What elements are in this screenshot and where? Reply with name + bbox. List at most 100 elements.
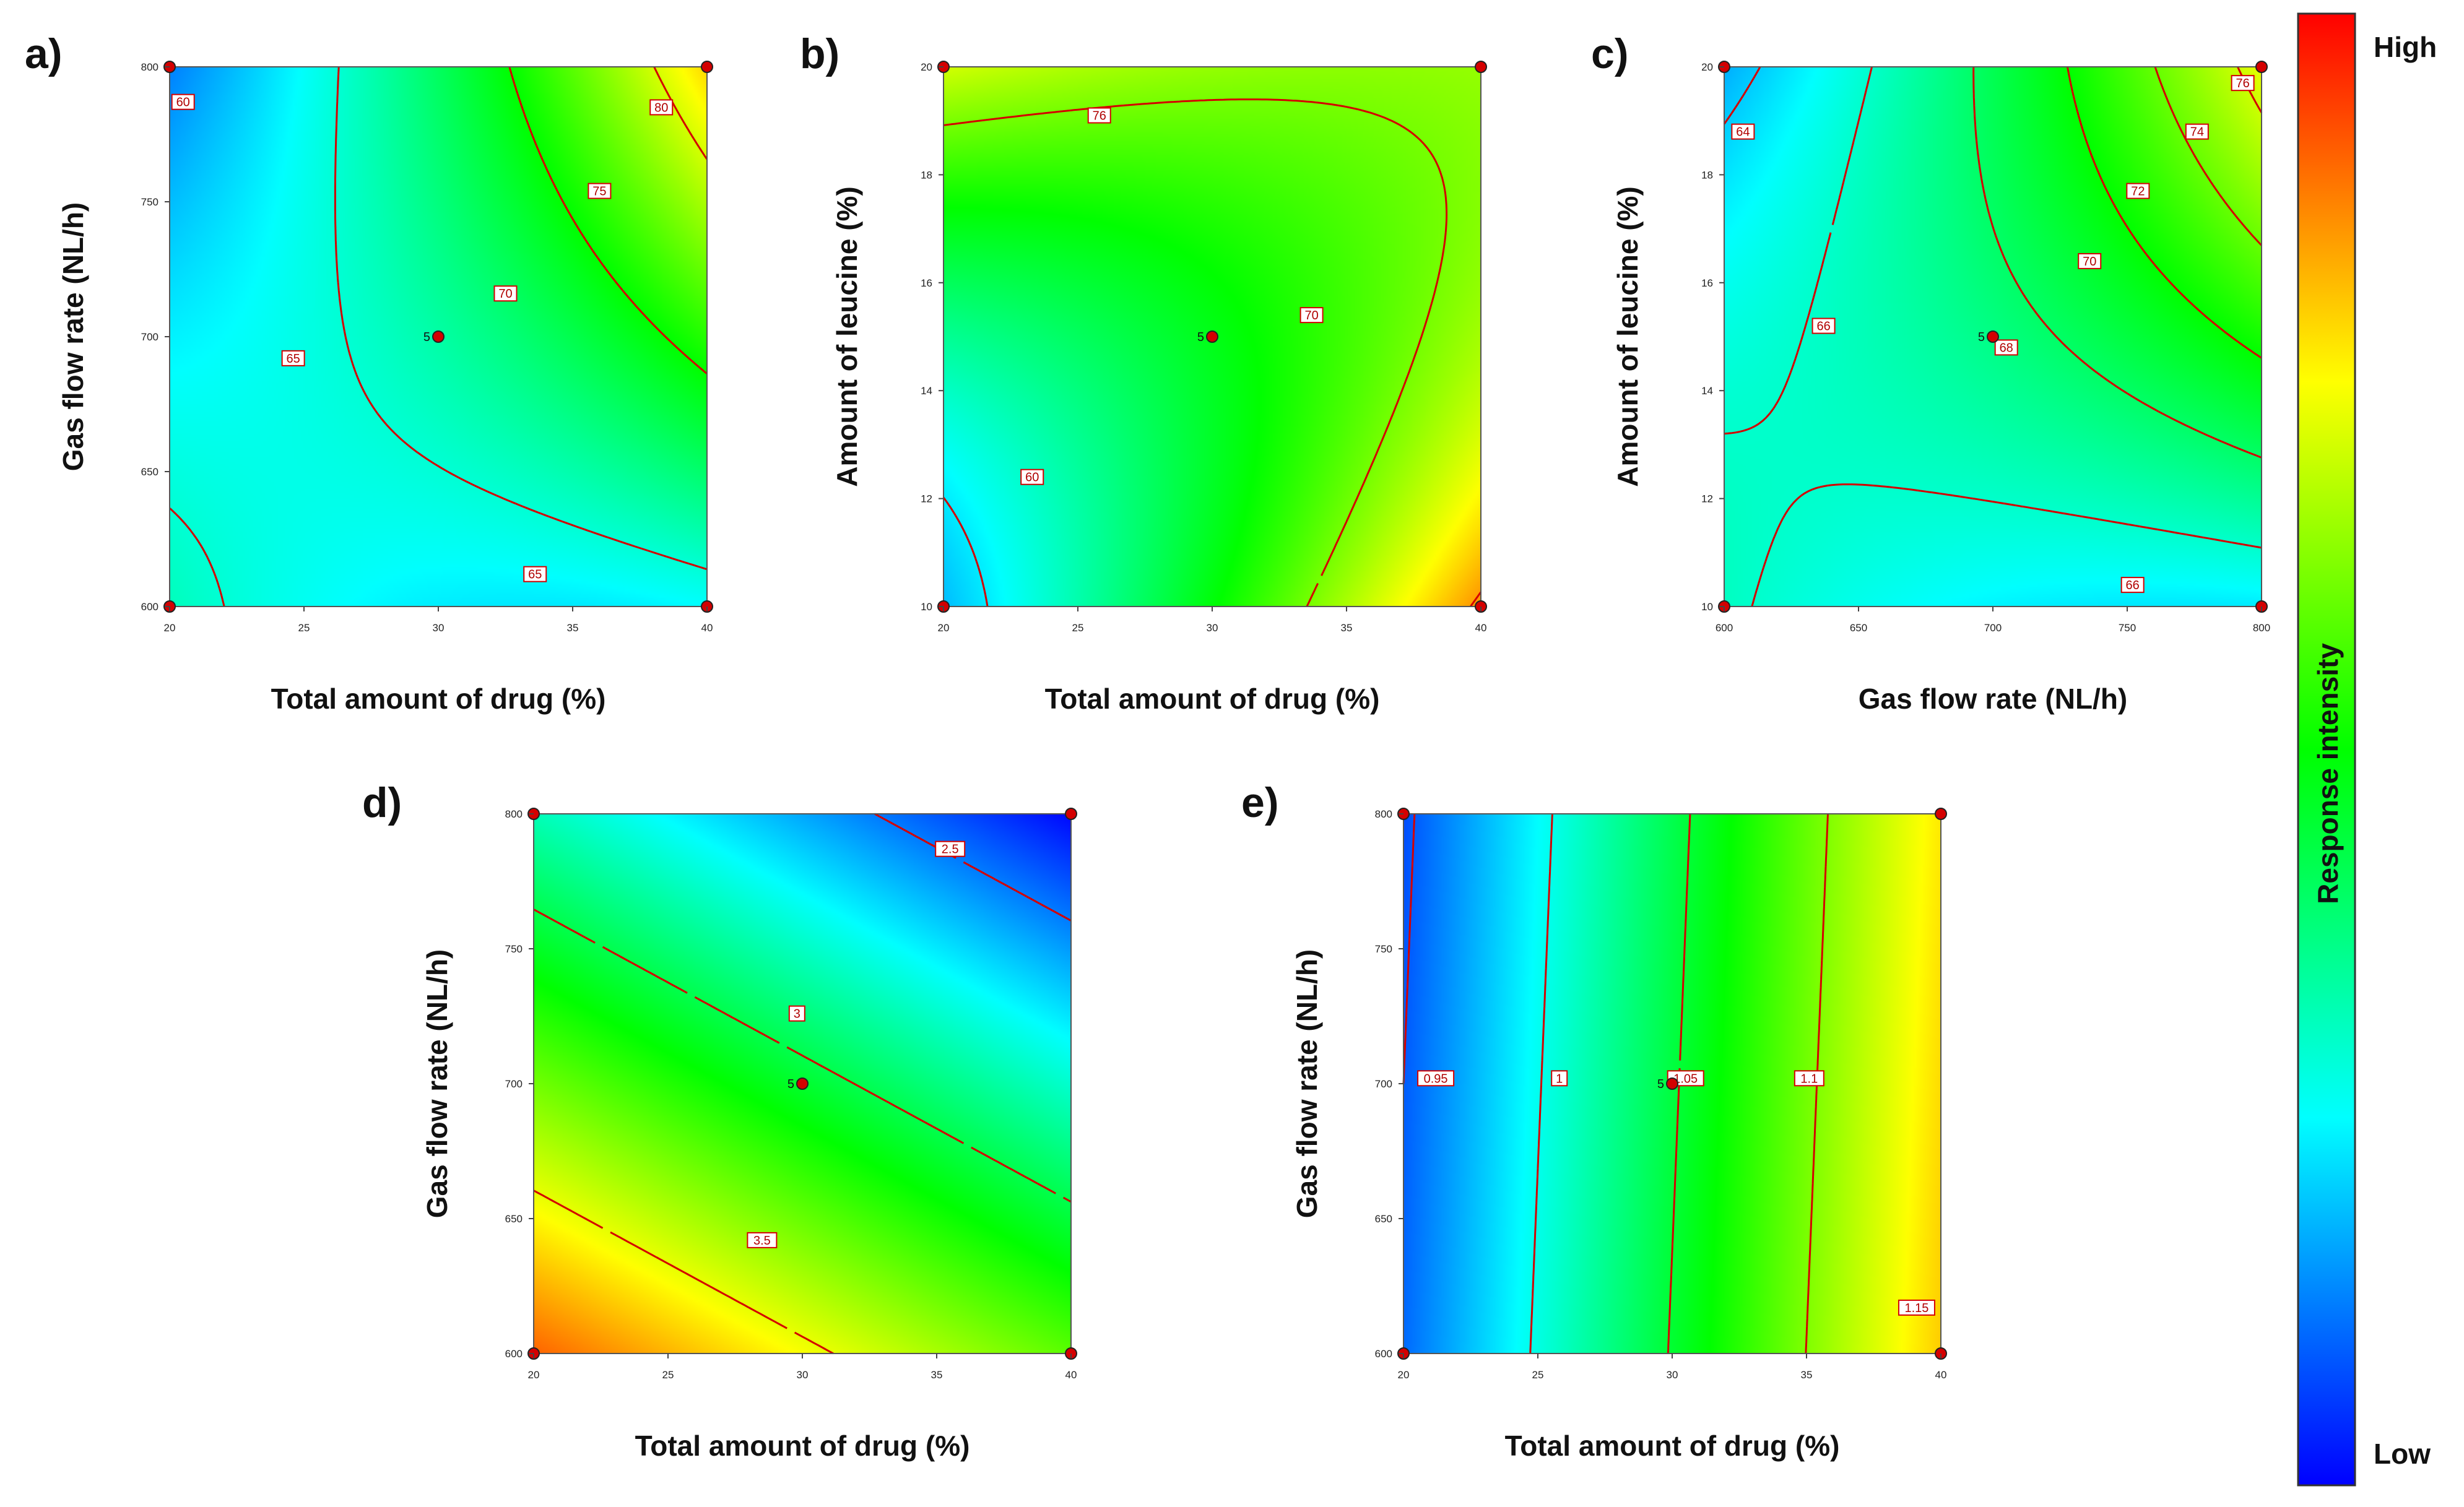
- contour-label-box-c-6: [2185, 123, 2209, 140]
- x-axis-label-b: Total amount of drug (%): [1045, 683, 1380, 715]
- y-tick-label-a-4: 800: [141, 61, 158, 73]
- y-tick-label-c-4: 18: [1701, 169, 1713, 181]
- color-scale-bar: [2297, 12, 2356, 1487]
- chart-panel-b: 60 70 76 5 20 25 30 35 40 10 12 14 16 18 20 Total amoun…: [800, 30, 1487, 715]
- contour-line-c-66: [1724, 66, 2262, 607]
- y-axis-label-e: Gas flow rate (NL/h): [1291, 949, 1323, 1218]
- contour-label-box-c-0: [1731, 123, 1755, 140]
- contour-label-b-1: 70: [1304, 309, 1318, 322]
- design-point-a-3: [701, 61, 713, 73]
- y-tick-label-d-0: 600: [505, 1348, 523, 1360]
- y-tick-label-e-4: 800: [1375, 808, 1392, 820]
- x-tick-label-c-3: 750: [2119, 622, 2136, 634]
- y-axis-label-a: Gas flow rate (NL/h): [57, 202, 89, 471]
- contour-label-c-6: 74: [2190, 126, 2204, 139]
- y-tick-label-b-2: 14: [921, 385, 932, 397]
- x-tick-label-b-1: 25: [1072, 622, 1084, 634]
- x-tick-label-e-0: 20: [1398, 1369, 1410, 1381]
- x-tick-label-b-2: 30: [1207, 622, 1218, 634]
- x-tick-label-c-2: 700: [1984, 622, 2002, 634]
- y-tick-label-e-3: 750: [1375, 943, 1392, 955]
- panel-label-b: b): [800, 30, 839, 77]
- contour-label-box-e-1: [1551, 1070, 1568, 1087]
- y-tick-label-a-1: 650: [141, 466, 158, 478]
- y-tick-label-d-3: 750: [505, 943, 523, 955]
- x-tick-label-e-1: 25: [1532, 1369, 1544, 1381]
- x-tick-label-d-0: 20: [528, 1369, 540, 1381]
- contour-label-c-1: 66: [1816, 320, 1830, 334]
- design-point-d-3: [1065, 808, 1077, 820]
- center-point-e: [1666, 1077, 1678, 1090]
- x-tick-label-b-4: 40: [1475, 622, 1487, 634]
- contour-label-a-2: 65: [528, 568, 542, 582]
- contour-label-box-d-1: [788, 1005, 805, 1022]
- contour-line-c-64: [1723, 66, 1761, 125]
- contour-label-c-2: 66: [2126, 579, 2140, 592]
- contour-label-box-e-0: [1417, 1070, 1455, 1087]
- contour-label-box-a-2: [523, 566, 547, 582]
- color-scale-high-label: High: [2374, 31, 2437, 63]
- contour-label-a-4: 75: [592, 185, 606, 199]
- contour-line-b-76: [1470, 591, 1482, 607]
- center-point-label-b: 5: [1197, 330, 1204, 344]
- contour-label-e-4: 1.15: [1904, 1302, 1928, 1315]
- contour-label-c-4: 70: [2083, 255, 2096, 269]
- x-tick-label-b-3: 35: [1341, 622, 1353, 634]
- contour-line-a-70: [508, 66, 708, 375]
- center-point-b: [1206, 330, 1218, 343]
- contour-line-e-1: [1529, 813, 1553, 1354]
- y-tick-label-e-1: 650: [1375, 1213, 1392, 1225]
- contour-label-c-7: 76: [2236, 77, 2249, 90]
- y-axis-label-b: Amount of leucine (%): [831, 186, 863, 487]
- contour-line-e-1-1: [1805, 813, 1829, 1354]
- contour-label-e-3: 1.1: [1800, 1072, 1818, 1086]
- x-tick-label-c-4: 800: [2253, 622, 2270, 634]
- contour-label-c-3: 68: [2000, 341, 2013, 355]
- contour-label-box-c-4: [2078, 253, 2102, 269]
- contour-line-c-70: [2066, 66, 2262, 359]
- x-tick-label-c-0: 600: [1716, 622, 1733, 634]
- contour-label-box-e-3: [1794, 1070, 1824, 1087]
- y-tick-label-d-2: 700: [505, 1078, 523, 1090]
- x-tick-label-b-0: 20: [938, 622, 950, 634]
- contour-label-d-2: 3.5: [753, 1234, 771, 1248]
- chart-panel-a: 60 65 65 70 75 80 5 20 25 30 35 40 600 650 700 750 800 To…: [25, 30, 713, 715]
- center-point-d: [796, 1077, 809, 1090]
- y-tick-label-d-1: 650: [505, 1213, 523, 1225]
- x-axis-label-c: Gas flow rate (NL/h): [1859, 683, 2127, 715]
- x-tick-label-a-4: 40: [701, 622, 713, 634]
- contour-label-c-0: 64: [1736, 126, 1750, 139]
- contour-label-e-1: 1: [1556, 1072, 1563, 1086]
- contour-label-box-a-5: [649, 99, 674, 116]
- design-point-c-3: [2255, 61, 2268, 73]
- y-tick-label-b-1: 12: [921, 493, 932, 505]
- contour-line-e-1-05: [1667, 813, 1691, 1354]
- contour-line-c-68: [1972, 66, 2262, 459]
- contour-label-box-c-3: [1994, 339, 2018, 356]
- center-point-a: [432, 330, 445, 343]
- y-tick-label-c-5: 20: [1701, 61, 1713, 73]
- design-point-b-3: [1475, 61, 1487, 73]
- contour-label-box-d-2: [747, 1232, 778, 1248]
- x-axis-label-e: Total amount of drug (%): [1505, 1430, 1840, 1462]
- panel-label-c: c): [1591, 30, 1628, 77]
- contour-label-box-a-4: [588, 183, 612, 199]
- x-axis-label-a: Total amount of drug (%): [271, 683, 606, 715]
- contour-label-box-c-2: [2120, 577, 2145, 594]
- contour-label-box-b-0: [1020, 469, 1044, 485]
- contour-label-box-b-1: [1299, 307, 1324, 324]
- x-tick-label-d-3: 35: [931, 1369, 943, 1381]
- center-point-label-e: 5: [1657, 1077, 1664, 1091]
- contour-label-a-1: 65: [287, 352, 300, 366]
- design-point-e-3: [1935, 808, 1947, 820]
- contour-line-d-2-5: [874, 813, 1072, 922]
- y-tick-label-e-2: 700: [1375, 1078, 1392, 1090]
- y-tick-label-c-1: 12: [1701, 493, 1713, 505]
- y-tick-label-a-0: 600: [141, 601, 158, 613]
- contour-line-d-3: [533, 909, 1072, 1203]
- y-tick-label-c-2: 14: [1701, 385, 1713, 397]
- x-tick-label-a-1: 25: [298, 622, 310, 634]
- x-tick-label-e-4: 40: [1935, 1369, 1947, 1381]
- center-point-c: [1987, 330, 1999, 343]
